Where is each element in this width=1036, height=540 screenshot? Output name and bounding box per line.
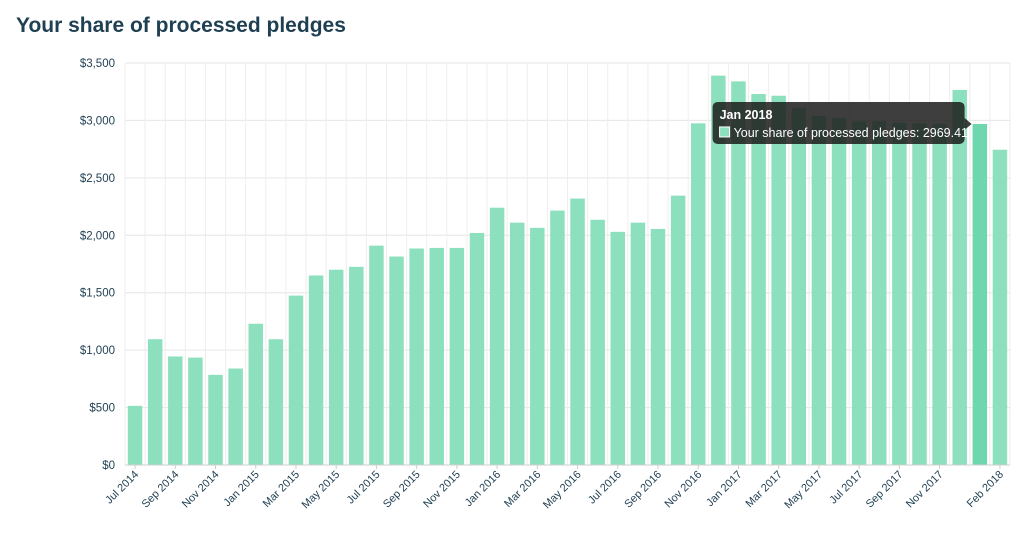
bar-oct-2014[interactable] [188,357,203,465]
bar-jan-2015[interactable] [248,323,263,465]
bar-mar-2017[interactable] [771,95,786,465]
bar-aug-2017[interactable] [872,121,887,465]
x-tick-label: May 2016 [541,469,584,512]
x-tick-label: Jul 2014 [103,469,141,507]
y-tick-label: $2,000 [80,230,115,242]
bar-nov-2017[interactable] [932,123,947,466]
bar-sep-2015[interactable] [409,248,424,465]
x-tick-label: Jul 2016 [586,469,624,507]
bar-dec-2015[interactable] [469,232,485,465]
bar-oct-2017[interactable] [912,123,927,466]
x-tick-label: Mar 2017 [743,469,784,510]
x-tick-label: Sep 2014 [140,469,182,511]
bar-sep-2017[interactable] [892,122,907,466]
bar-feb-2016[interactable] [509,222,525,465]
y-tick-label: $3,000 [80,115,115,127]
x-tick-label: Jan 2015 [221,469,261,509]
bar-sep-2016[interactable] [650,228,666,465]
bar-mar-2015[interactable] [288,295,304,465]
x-tick-label: Mar 2016 [502,469,543,510]
bar-jun-2015[interactable] [349,266,364,465]
bar-may-2016[interactable] [570,198,585,465]
x-tick-label: Nov 2016 [663,469,705,511]
x-tick-label: Sep 2016 [622,469,664,511]
bar-apr-2017[interactable] [791,107,807,466]
bar-dec-2017[interactable] [952,89,967,466]
x-tick-label: Nov 2017 [904,469,946,511]
bar-jul-2015[interactable] [369,245,384,465]
bar-aug-2014[interactable] [147,339,163,465]
bar-nov-2016[interactable] [690,123,706,466]
tooltip-caret [964,117,972,130]
bar-jun-2016[interactable] [590,219,605,465]
bar-jun-2017[interactable] [831,118,847,465]
y-tick-label: $1,500 [80,288,115,300]
bar-oct-2016[interactable] [670,195,686,465]
x-tick-label: Sep 2017 [864,469,906,511]
x-tick-label: Mar 2015 [261,469,302,510]
bar-nov-2014[interactable] [208,374,223,465]
bar-aug-2016[interactable] [630,222,646,465]
tooltip-box [712,101,965,144]
y-tick-label: $0 [102,460,115,472]
y-tick-label: $1,000 [80,345,115,357]
tooltip-title: Jan 2018 [720,108,773,122]
bar-feb-2017[interactable] [751,94,766,466]
bar-jul-2016[interactable] [610,231,626,465]
bar-dec-2014[interactable] [228,368,243,465]
bar-may-2015[interactable] [328,269,344,465]
bar-jan-2018[interactable] [972,123,988,466]
bar-apr-2015[interactable] [308,275,324,465]
bar-jan-2016[interactable] [489,207,505,465]
bar-oct-2015[interactable] [429,247,445,465]
bar-may-2017[interactable] [811,115,827,465]
bar-sep-2014[interactable] [168,356,183,465]
bar-feb-2018[interactable] [992,149,1008,465]
x-tick-label: Jan 2016 [463,469,503,509]
y-tick-label: $500 [89,403,115,415]
bar-jul-2014[interactable] [127,405,143,465]
x-tick-label: Sep 2015 [381,469,423,511]
bar-mar-2016[interactable] [530,227,545,465]
x-tick-label: Nov 2014 [180,469,222,511]
bar-nov-2015[interactable] [449,247,465,465]
x-tick-label: May 2015 [300,469,343,512]
bar-aug-2015[interactable] [389,256,404,465]
tooltip-label: Your share of processed pledges: 2969.41 [734,126,968,140]
bar-jan-2017[interactable] [731,81,746,466]
bar-jul-2017[interactable] [851,121,867,465]
x-tick-label: Feb 2018 [965,469,1006,510]
y-tick-label: $3,500 [80,58,115,70]
x-tick-label: Jul 2015 [345,469,383,507]
y-tick-label: $2,500 [80,173,115,185]
bar-feb-2015[interactable] [268,339,284,465]
x-tick-label: Jul 2017 [827,469,865,507]
chart-title: Your share of processed pledges [16,14,346,37]
tooltip-color-swatch [719,126,731,138]
bar-apr-2016[interactable] [550,210,565,465]
bar-dec-2016[interactable] [711,75,726,466]
x-tick-label: Nov 2015 [421,469,463,511]
x-tick-label: Jan 2017 [704,469,744,509]
x-tick-label: May 2017 [782,469,825,512]
